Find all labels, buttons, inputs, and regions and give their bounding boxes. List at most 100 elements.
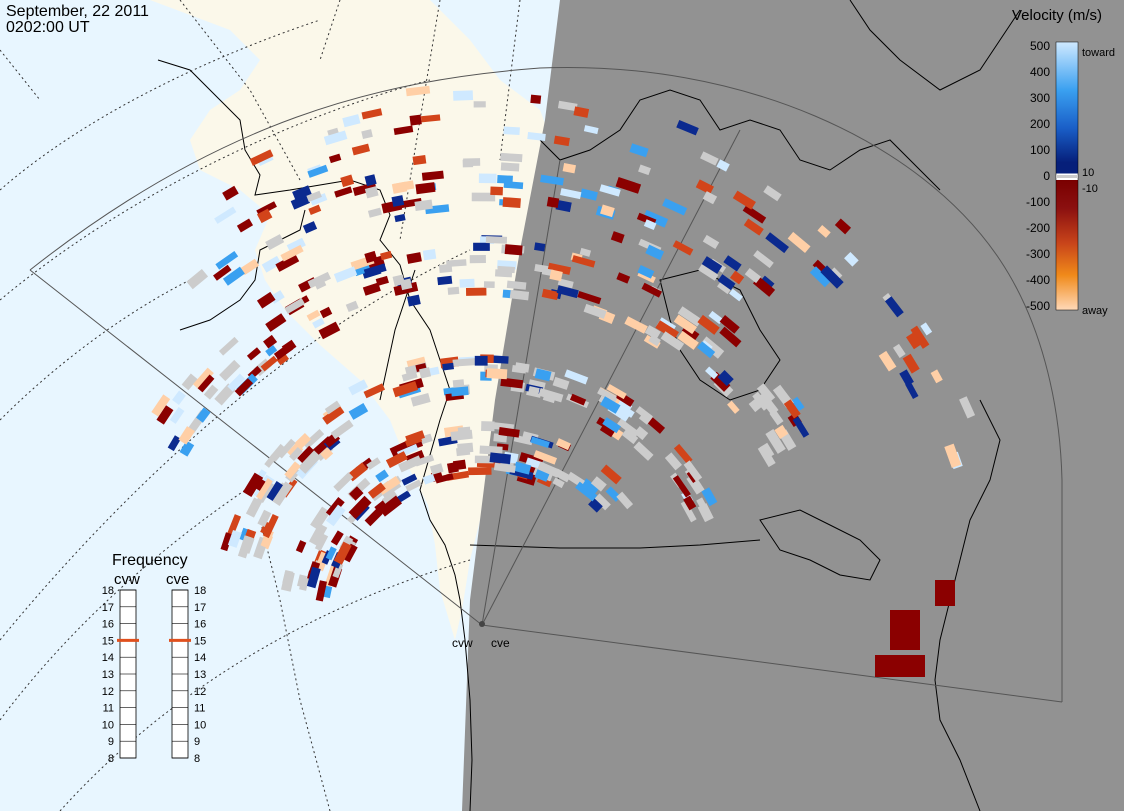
backscatter-cell: [817, 225, 831, 238]
backscatter-cell: [534, 242, 546, 252]
backscatter-cell: [375, 469, 389, 483]
time-label: 0202:00 UT: [6, 19, 90, 36]
backscatter-cell: [597, 387, 617, 403]
backscatter-cell: [683, 495, 697, 511]
backscatter-cell: [588, 498, 603, 513]
backscatter-cell: [393, 180, 415, 192]
backscatter-cells: [151, 85, 976, 677]
backscatter-cell: [275, 253, 300, 272]
backscatter-cell: [260, 355, 278, 372]
backscatter-cell: [286, 237, 306, 253]
frequency-tick-label: 16: [102, 619, 114, 631]
backscatter-cell: [284, 297, 306, 314]
backscatter-cell: [249, 149, 274, 166]
backscatter-cell: [902, 353, 920, 374]
frequency-tick-label: 14: [102, 652, 114, 664]
backscatter-cell: [549, 269, 563, 282]
backscatter-cell: [680, 500, 697, 523]
backscatter-cell: [820, 265, 844, 289]
backscatter-cell: [289, 447, 303, 461]
backscatter-cell: [398, 455, 423, 473]
frequency-tick-label: 13: [194, 669, 206, 681]
velocity-tick-label: 200: [1030, 117, 1050, 131]
backscatter-cell: [446, 259, 467, 268]
backscatter-cell: [234, 378, 254, 397]
backscatter-cell: [192, 367, 214, 390]
greenland-coast: [849, 0, 1021, 91]
velocity-colorbar: Velocity (m/s) 5: [1012, 7, 1115, 317]
backscatter-cell: [644, 325, 659, 339]
backscatter-cell: [504, 244, 523, 256]
backscatter-cell: [702, 234, 720, 249]
backscatter-cell: [364, 250, 378, 264]
backscatter-cell: [716, 159, 730, 172]
backscatter-cell: [514, 362, 530, 373]
backscatter-cell: [240, 535, 255, 554]
backscatter-cell: [181, 373, 198, 391]
backscatter-cell: [753, 250, 774, 269]
backscatter-cell: [527, 132, 546, 142]
backscatter-cell: [537, 461, 561, 478]
backscatter-cell: [615, 177, 642, 194]
backscatter-cell: [442, 362, 455, 371]
backscatter-cell: [719, 326, 742, 348]
backscatter-cell: [479, 445, 503, 455]
backscatter-cell: [920, 322, 933, 336]
backscatter-cell: [462, 159, 474, 168]
backscatter-cell: [783, 399, 801, 419]
backscatter-cell: [222, 266, 245, 286]
velocity-tick-label: -200: [1026, 221, 1050, 235]
backscatter-cell: [812, 259, 826, 273]
pos-threshold-label: 10: [1082, 167, 1094, 179]
backscatter-cell: [485, 236, 508, 244]
backscatter-cell: [540, 174, 564, 186]
backscatter-cell: [297, 445, 317, 465]
backscatter-cell: [364, 508, 383, 527]
backscatter-cell: [306, 566, 321, 589]
backscatter-cell: [253, 477, 267, 492]
backscatter-cell: [787, 231, 811, 253]
backscatter-cell: [323, 130, 348, 146]
fov-cvw-edge: [29, 269, 483, 626]
backscatter-cell: [471, 192, 496, 202]
backscatter-cell: [256, 291, 276, 309]
backscatter-cell: [393, 125, 414, 135]
backscatter-cell: [935, 580, 955, 606]
backscatter-cell: [697, 314, 720, 335]
backscatter-cell: [534, 368, 552, 382]
backscatter-cell: [401, 370, 418, 382]
backscatter-cell: [489, 452, 511, 465]
backscatter-cell: [468, 467, 492, 476]
backscatter-cell: [447, 286, 460, 295]
backscatter-cell: [328, 153, 342, 164]
date-label: September, 22 2011: [6, 3, 149, 20]
backscatter-cell: [761, 275, 775, 289]
backscatter-cell: [367, 482, 386, 499]
backscatter-cell: [380, 250, 393, 261]
frequency-tick-label: 8: [108, 753, 114, 765]
backscatter-cell: [547, 262, 571, 275]
frequency-tick-label: 12: [194, 686, 206, 698]
backscatter-cell: [406, 252, 422, 264]
backscatter-cell: [605, 486, 622, 502]
backscatter-cell: [481, 421, 495, 432]
backscatter-cell: [256, 208, 273, 224]
backscatter-cell: [265, 313, 287, 332]
backscatter-cell: [315, 580, 328, 602]
backscatter-cell: [732, 190, 756, 210]
radar-fov: [29, 66, 1063, 703]
velocity-tick-label: 100: [1030, 143, 1050, 157]
backscatter-cell: [723, 255, 742, 272]
backscatter-cell: [695, 179, 714, 195]
backscatter-cell: [624, 316, 648, 334]
backscatter-cell: [890, 610, 920, 650]
backscatter-cell: [473, 101, 486, 108]
backscatter-cell: [700, 151, 719, 166]
backscatter-cell: [600, 464, 622, 485]
backscatter-cell: [378, 495, 403, 517]
backscatter-cell: [197, 374, 215, 393]
backscatter-cell: [262, 513, 279, 539]
backscatter-cell: [351, 143, 371, 156]
backscatter-cell: [277, 438, 296, 459]
